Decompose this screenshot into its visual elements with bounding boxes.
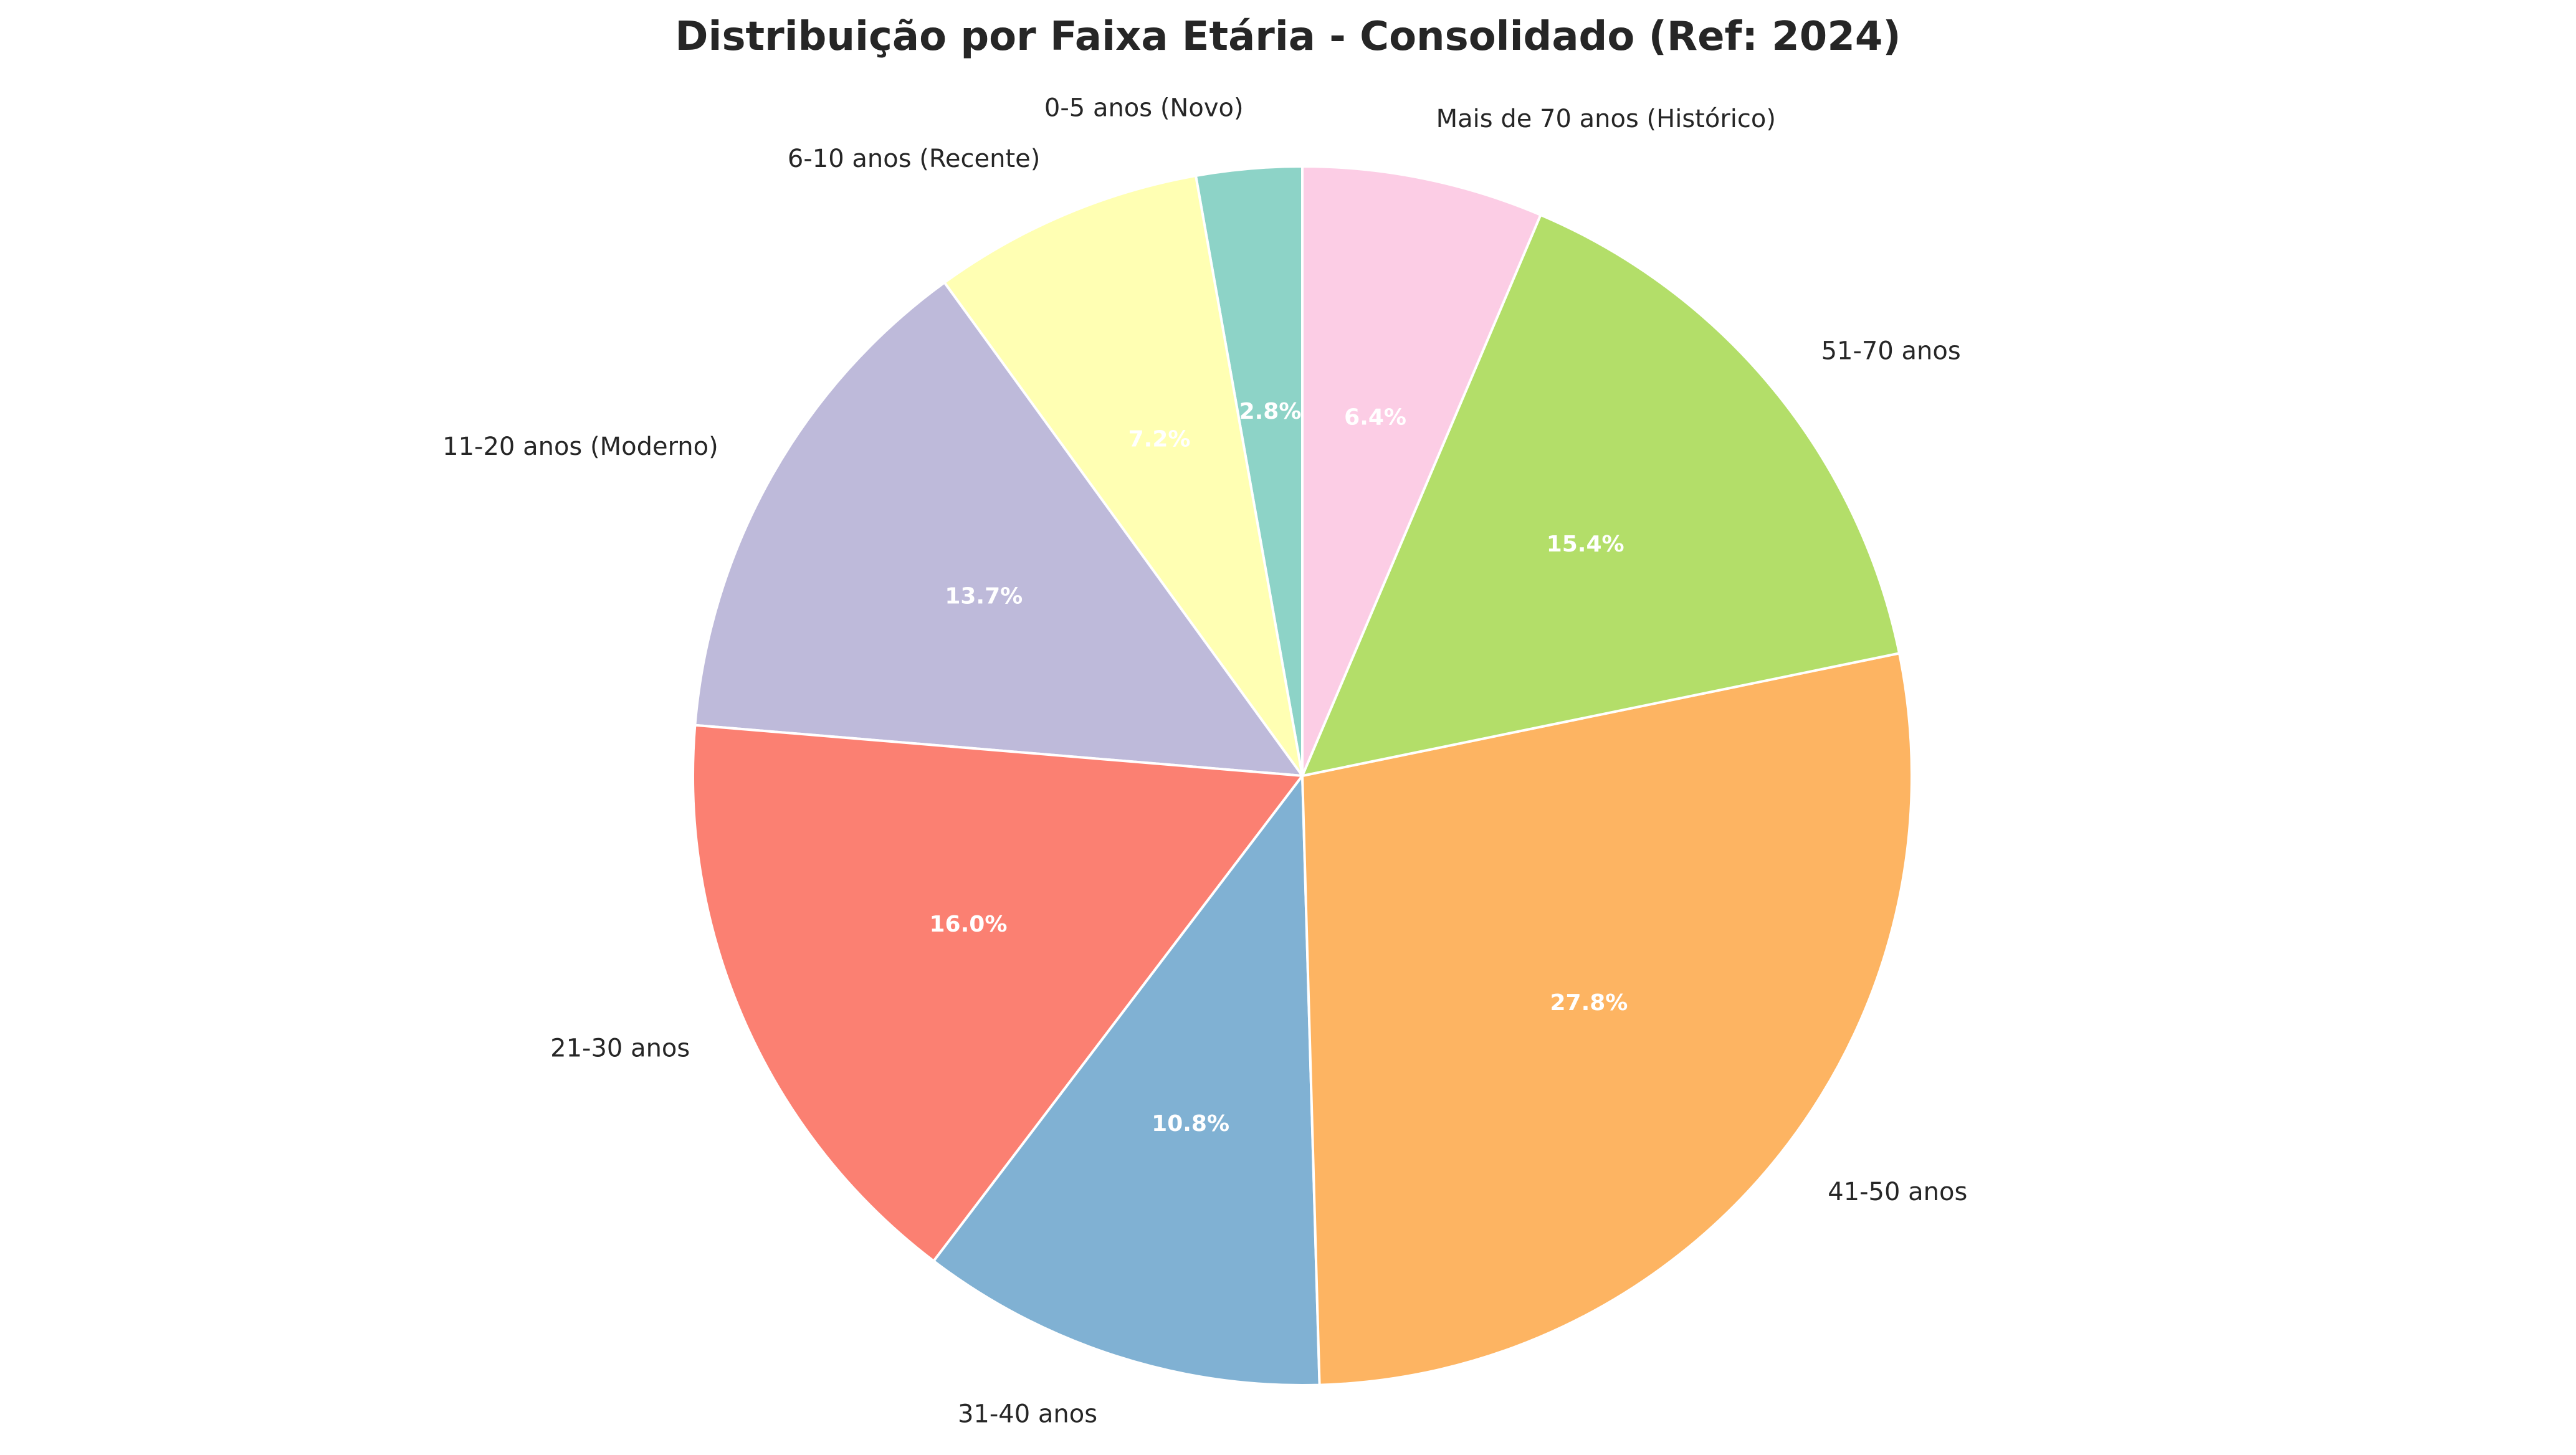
pie-percent-label: 6.4%: [1344, 404, 1406, 430]
pie-percent-label: 2.8%: [1239, 399, 1302, 424]
pie-slice-label: 6-10 anos (Recente): [788, 145, 1040, 173]
pie-percent-label: 27.8%: [1550, 990, 1628, 1016]
pie-slice-label: 51-70 anos: [1821, 337, 1961, 366]
slice-labels-layer: 0-5 anos (Novo)6-10 anos (Recente) 11-20 …: [442, 93, 1967, 1428]
pie-slice-label: Mais de 70 anos (Histórico): [1436, 105, 1776, 133]
pie-slice-mais-de-70-anos-historico: [1301, 165, 1542, 777]
pie-slice-6-10-anos-recente: [943, 174, 1304, 777]
pie-slice-label: 11-20 anos (Moderno): [442, 432, 718, 461]
pie-slice-label: 0-5 anos (Novo): [1044, 93, 1244, 122]
pie-percent-label: 15.4%: [1547, 532, 1624, 557]
pie-slice-21-30-anos: [692, 723, 1304, 1262]
pie-percent-label: 16.0%: [930, 912, 1008, 937]
pie-percent-label: 13.7%: [945, 583, 1023, 609]
pie-slice-31-40-anos: [932, 775, 1321, 1386]
pie-slice-label: 41-50 anos: [1828, 1178, 1967, 1206]
pie-slice-11-20-anos-moderno: [694, 281, 1304, 777]
pie-slice-41-50-anos: [1301, 652, 1913, 1386]
pie-slice-51-70-anos: [1301, 213, 1901, 777]
pie-slice-label: 21-30 anos: [550, 1034, 690, 1063]
pie-slice-label: 31-40 anos: [958, 1400, 1097, 1428]
percent-labels-layer: 2.8% 7.2% 13.7% 16.0% 10.8% 27.8% 15.4% 6.4%: [930, 399, 1628, 1137]
pie-percent-label: 10.8%: [1152, 1111, 1229, 1137]
slices-layer: [692, 165, 1913, 1386]
pie-percent-label: 7.2%: [1128, 426, 1191, 452]
chart-title: Distribuição por Faixa Etária - Consolid…: [675, 14, 1901, 60]
